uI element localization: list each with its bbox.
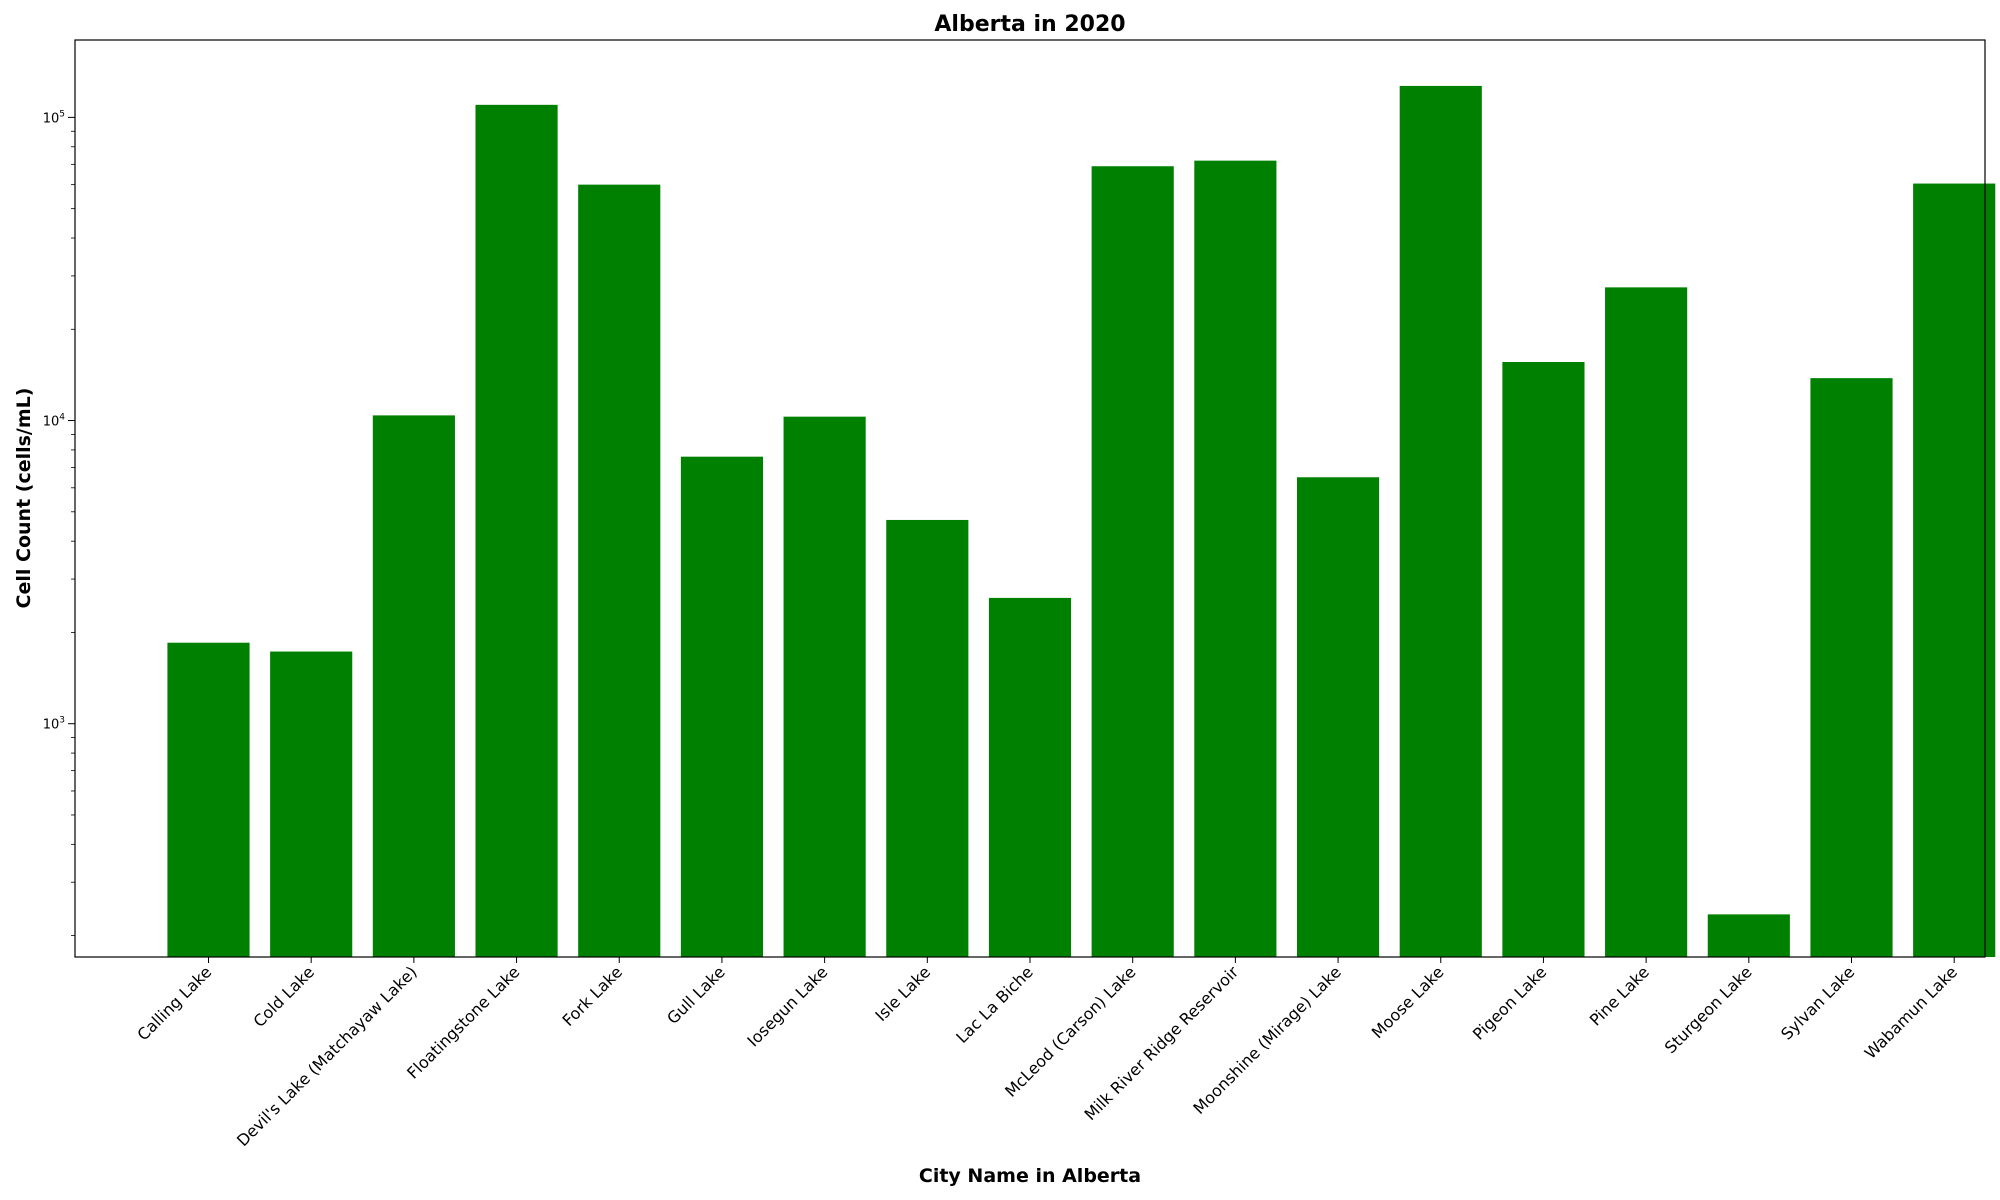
plot-frame — [74, 39, 1986, 958]
x-tick-label: Floatingstone Lake — [403, 962, 523, 1082]
bar — [1707, 914, 1790, 957]
bar — [1605, 287, 1688, 957]
x-axis-label: City Name in Alberta — [919, 1165, 1141, 1187]
y-axis-ticks: 103 104 105 — [43, 109, 75, 937]
bar — [1913, 183, 1996, 958]
x-tick-label: Gull Lake — [663, 962, 729, 1028]
y-tick-label: 103 — [43, 716, 65, 733]
x-tick-label: Iosegun Lake — [743, 962, 831, 1050]
x-tick-label: Cold Lake — [249, 962, 318, 1031]
bar — [475, 104, 558, 958]
x-tick-label: Isle Lake — [871, 962, 934, 1025]
x-tick-label: Pigeon Lake — [1469, 962, 1550, 1043]
bars-group — [167, 85, 1996, 958]
y-tick-label: 105 — [43, 109, 65, 126]
bar — [1194, 160, 1277, 957]
x-tick-label: Sylvan Lake — [1777, 962, 1858, 1043]
bar — [270, 651, 353, 957]
bar — [1091, 166, 1174, 958]
bar — [1810, 378, 1893, 957]
bar — [988, 597, 1072, 957]
bar — [578, 184, 661, 957]
x-tick-label: Wabamun Lake — [1861, 962, 1961, 1062]
bar — [1399, 85, 1482, 958]
y-axis-label: Cell Count (cells/mL) — [13, 388, 35, 609]
bar — [783, 416, 866, 957]
x-tick-label: Fork Lake — [558, 962, 626, 1030]
chart-title: Alberta in 2020 — [934, 12, 1125, 37]
x-tick-label: Moose Lake — [1368, 962, 1448, 1042]
y-tick-label: 104 — [43, 413, 66, 430]
x-tick-label: Sturgeon Lake — [1661, 962, 1756, 1057]
bar — [1502, 362, 1585, 957]
bar — [1296, 477, 1380, 957]
bar — [372, 415, 455, 957]
x-tick-label: Calling Lake — [133, 962, 215, 1044]
x-tick-label: Lac La Biche — [952, 962, 1037, 1047]
x-tick-label: Devil's Lake (Matchayaw Lake) — [233, 962, 421, 1150]
bar — [167, 642, 250, 957]
bar — [680, 456, 764, 957]
bar — [886, 519, 969, 957]
x-tick-label: Pine Lake — [1586, 962, 1653, 1029]
